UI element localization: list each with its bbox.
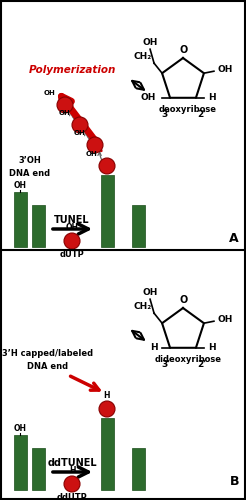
Text: OH: OH xyxy=(218,64,233,74)
Text: 3’OH
DNA end: 3’OH DNA end xyxy=(9,156,51,178)
Text: O: O xyxy=(180,295,188,305)
Bar xyxy=(101,418,113,490)
Text: dUTP: dUTP xyxy=(60,250,84,259)
Text: OH: OH xyxy=(14,181,27,190)
Circle shape xyxy=(64,476,80,492)
Text: OH: OH xyxy=(142,38,158,47)
Text: OH: OH xyxy=(43,90,55,96)
Circle shape xyxy=(72,117,88,133)
Text: dideoxyribose: dideoxyribose xyxy=(154,355,221,364)
Text: 2': 2' xyxy=(198,110,206,119)
Text: 3': 3' xyxy=(162,110,170,119)
Text: Polymerization: Polymerization xyxy=(28,65,116,75)
Text: OH: OH xyxy=(218,314,233,324)
Text: ddUTP: ddUTP xyxy=(57,493,87,500)
Text: 2': 2' xyxy=(198,360,206,369)
Circle shape xyxy=(57,97,73,113)
Text: H: H xyxy=(69,466,75,475)
Text: 3’H capped/labeled
DNA end: 3’H capped/labeled DNA end xyxy=(2,349,93,371)
Bar xyxy=(14,192,27,247)
Text: CH₂: CH₂ xyxy=(134,52,152,61)
Text: OH: OH xyxy=(65,223,78,232)
Text: OH: OH xyxy=(85,151,97,157)
Circle shape xyxy=(64,233,80,249)
Text: B: B xyxy=(230,475,239,488)
Bar xyxy=(14,435,27,490)
Circle shape xyxy=(99,401,115,417)
Text: O: O xyxy=(180,45,188,55)
Bar xyxy=(132,205,144,247)
Text: OH: OH xyxy=(73,130,85,136)
Text: H: H xyxy=(208,94,215,102)
Text: OH: OH xyxy=(141,94,156,102)
Text: CH₂: CH₂ xyxy=(134,302,152,311)
Circle shape xyxy=(99,158,115,174)
Bar xyxy=(31,205,45,247)
Text: H: H xyxy=(208,344,215,352)
Text: OH: OH xyxy=(142,288,158,297)
Text: ddTUNEL: ddTUNEL xyxy=(47,458,97,468)
Bar xyxy=(132,448,144,490)
Text: 3': 3' xyxy=(162,360,170,369)
Text: H: H xyxy=(104,391,110,400)
Text: OH: OH xyxy=(14,424,27,433)
Text: deoxyribose: deoxyribose xyxy=(159,105,217,114)
Bar xyxy=(101,175,113,247)
Text: TUNEL: TUNEL xyxy=(54,215,90,225)
Text: A: A xyxy=(229,232,239,245)
Circle shape xyxy=(87,137,103,153)
Text: OH: OH xyxy=(58,110,70,116)
Text: H: H xyxy=(151,344,158,352)
Bar xyxy=(31,448,45,490)
